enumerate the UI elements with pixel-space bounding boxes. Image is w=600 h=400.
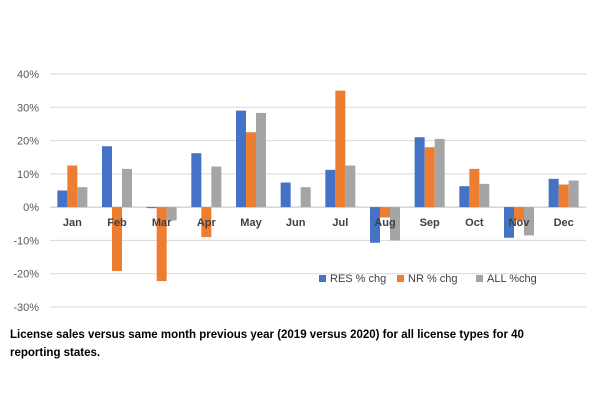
bar-chart: -30% -20% -10% 0% 10% 20% 30% 40% Jan Feb Mar Apr M… bbox=[13, 69, 586, 314]
legend: RES % chg NR % chg ALL %chg bbox=[319, 273, 537, 285]
bar-feb-series-3 bbox=[122, 168, 132, 208]
x-category-label: Aug bbox=[374, 217, 395, 229]
x-category-label: Jan bbox=[63, 217, 82, 229]
bar-aug-series-2 bbox=[380, 207, 390, 218]
y-tick-label: -10% bbox=[13, 235, 39, 247]
legend-label: RES % chg bbox=[330, 273, 386, 285]
bar-may-series-3 bbox=[256, 112, 266, 208]
y-tick-label: -30% bbox=[13, 302, 39, 314]
x-axis-category-labels: Jan Feb Mar Apr May Jun Jul Aug Sep Oct Nov Dec bbox=[63, 217, 574, 229]
x-category-label: May bbox=[240, 217, 262, 229]
y-tick-label: 10% bbox=[17, 169, 39, 181]
x-category-label: Nov bbox=[509, 217, 531, 229]
bar-dec-series-2 bbox=[558, 184, 569, 208]
bar-sep-series-2 bbox=[424, 147, 435, 208]
bar-feb-series-1 bbox=[102, 146, 112, 208]
figure-caption: License sales versus same month previous… bbox=[10, 329, 524, 359]
bar-jan-series-1 bbox=[57, 190, 68, 208]
bar-oct-series-2 bbox=[469, 168, 480, 208]
x-category-label: Apr bbox=[197, 217, 217, 229]
legend-label: ALL %chg bbox=[487, 273, 537, 285]
legend-swatch bbox=[319, 275, 326, 282]
legend-swatch bbox=[397, 275, 404, 282]
bar-mar-series-1 bbox=[146, 207, 157, 209]
bar-apr-series-1 bbox=[191, 153, 202, 208]
bar-jul-series-3 bbox=[345, 165, 356, 208]
legend-swatch bbox=[476, 275, 483, 282]
bar-jul-series-1 bbox=[325, 169, 336, 208]
x-category-label: Oct bbox=[465, 217, 484, 229]
x-category-label: Dec bbox=[554, 217, 574, 229]
bar-nov-series-1 bbox=[504, 207, 514, 238]
x-category-label: Jun bbox=[286, 217, 306, 229]
bar-aug-series-3 bbox=[390, 207, 400, 241]
y-axis-tick-labels: -30% -20% -10% 0% 10% 20% 30% 40% bbox=[13, 69, 39, 314]
bar-apr-series-3 bbox=[211, 166, 222, 208]
y-tick-label: 0% bbox=[23, 202, 39, 214]
bar-jan-series-3 bbox=[77, 187, 88, 208]
y-tick-label: 30% bbox=[17, 102, 39, 114]
bar-nov-series-3 bbox=[524, 207, 534, 236]
bar-oct-series-3 bbox=[479, 183, 490, 208]
y-tick-label: 40% bbox=[17, 69, 39, 81]
bar-may-series-1 bbox=[236, 110, 246, 208]
bar-sep-series-1 bbox=[414, 137, 425, 208]
bar-sep-series-3 bbox=[434, 138, 445, 208]
bar-mar-series-2 bbox=[156, 207, 167, 282]
legend-label: NR % chg bbox=[408, 273, 458, 285]
bar-nov-series-2 bbox=[514, 207, 524, 221]
bar-may-series-2 bbox=[246, 132, 256, 208]
bars bbox=[57, 90, 579, 282]
bar-oct-series-1 bbox=[459, 186, 470, 208]
x-category-label: Feb bbox=[107, 217, 127, 229]
bar-jan-series-2 bbox=[67, 165, 78, 208]
bar-dec-series-3 bbox=[568, 180, 579, 208]
gridlines bbox=[50, 73, 586, 308]
bar-apr-series-2 bbox=[201, 207, 212, 238]
bar-mar-series-3 bbox=[166, 207, 177, 221]
bar-jun-series-3 bbox=[300, 187, 311, 208]
bar-feb-series-2 bbox=[112, 207, 122, 272]
bar-aug-series-1 bbox=[370, 207, 380, 243]
x-category-label: Mar bbox=[152, 217, 172, 229]
y-tick-label: 20% bbox=[17, 136, 39, 148]
x-category-label: Jul bbox=[332, 217, 348, 229]
y-tick-label: -20% bbox=[13, 269, 39, 281]
bar-jun-series-1 bbox=[280, 182, 291, 208]
bar-dec-series-1 bbox=[548, 178, 559, 208]
x-category-label: Sep bbox=[420, 217, 440, 229]
bar-jul-series-2 bbox=[335, 90, 346, 208]
